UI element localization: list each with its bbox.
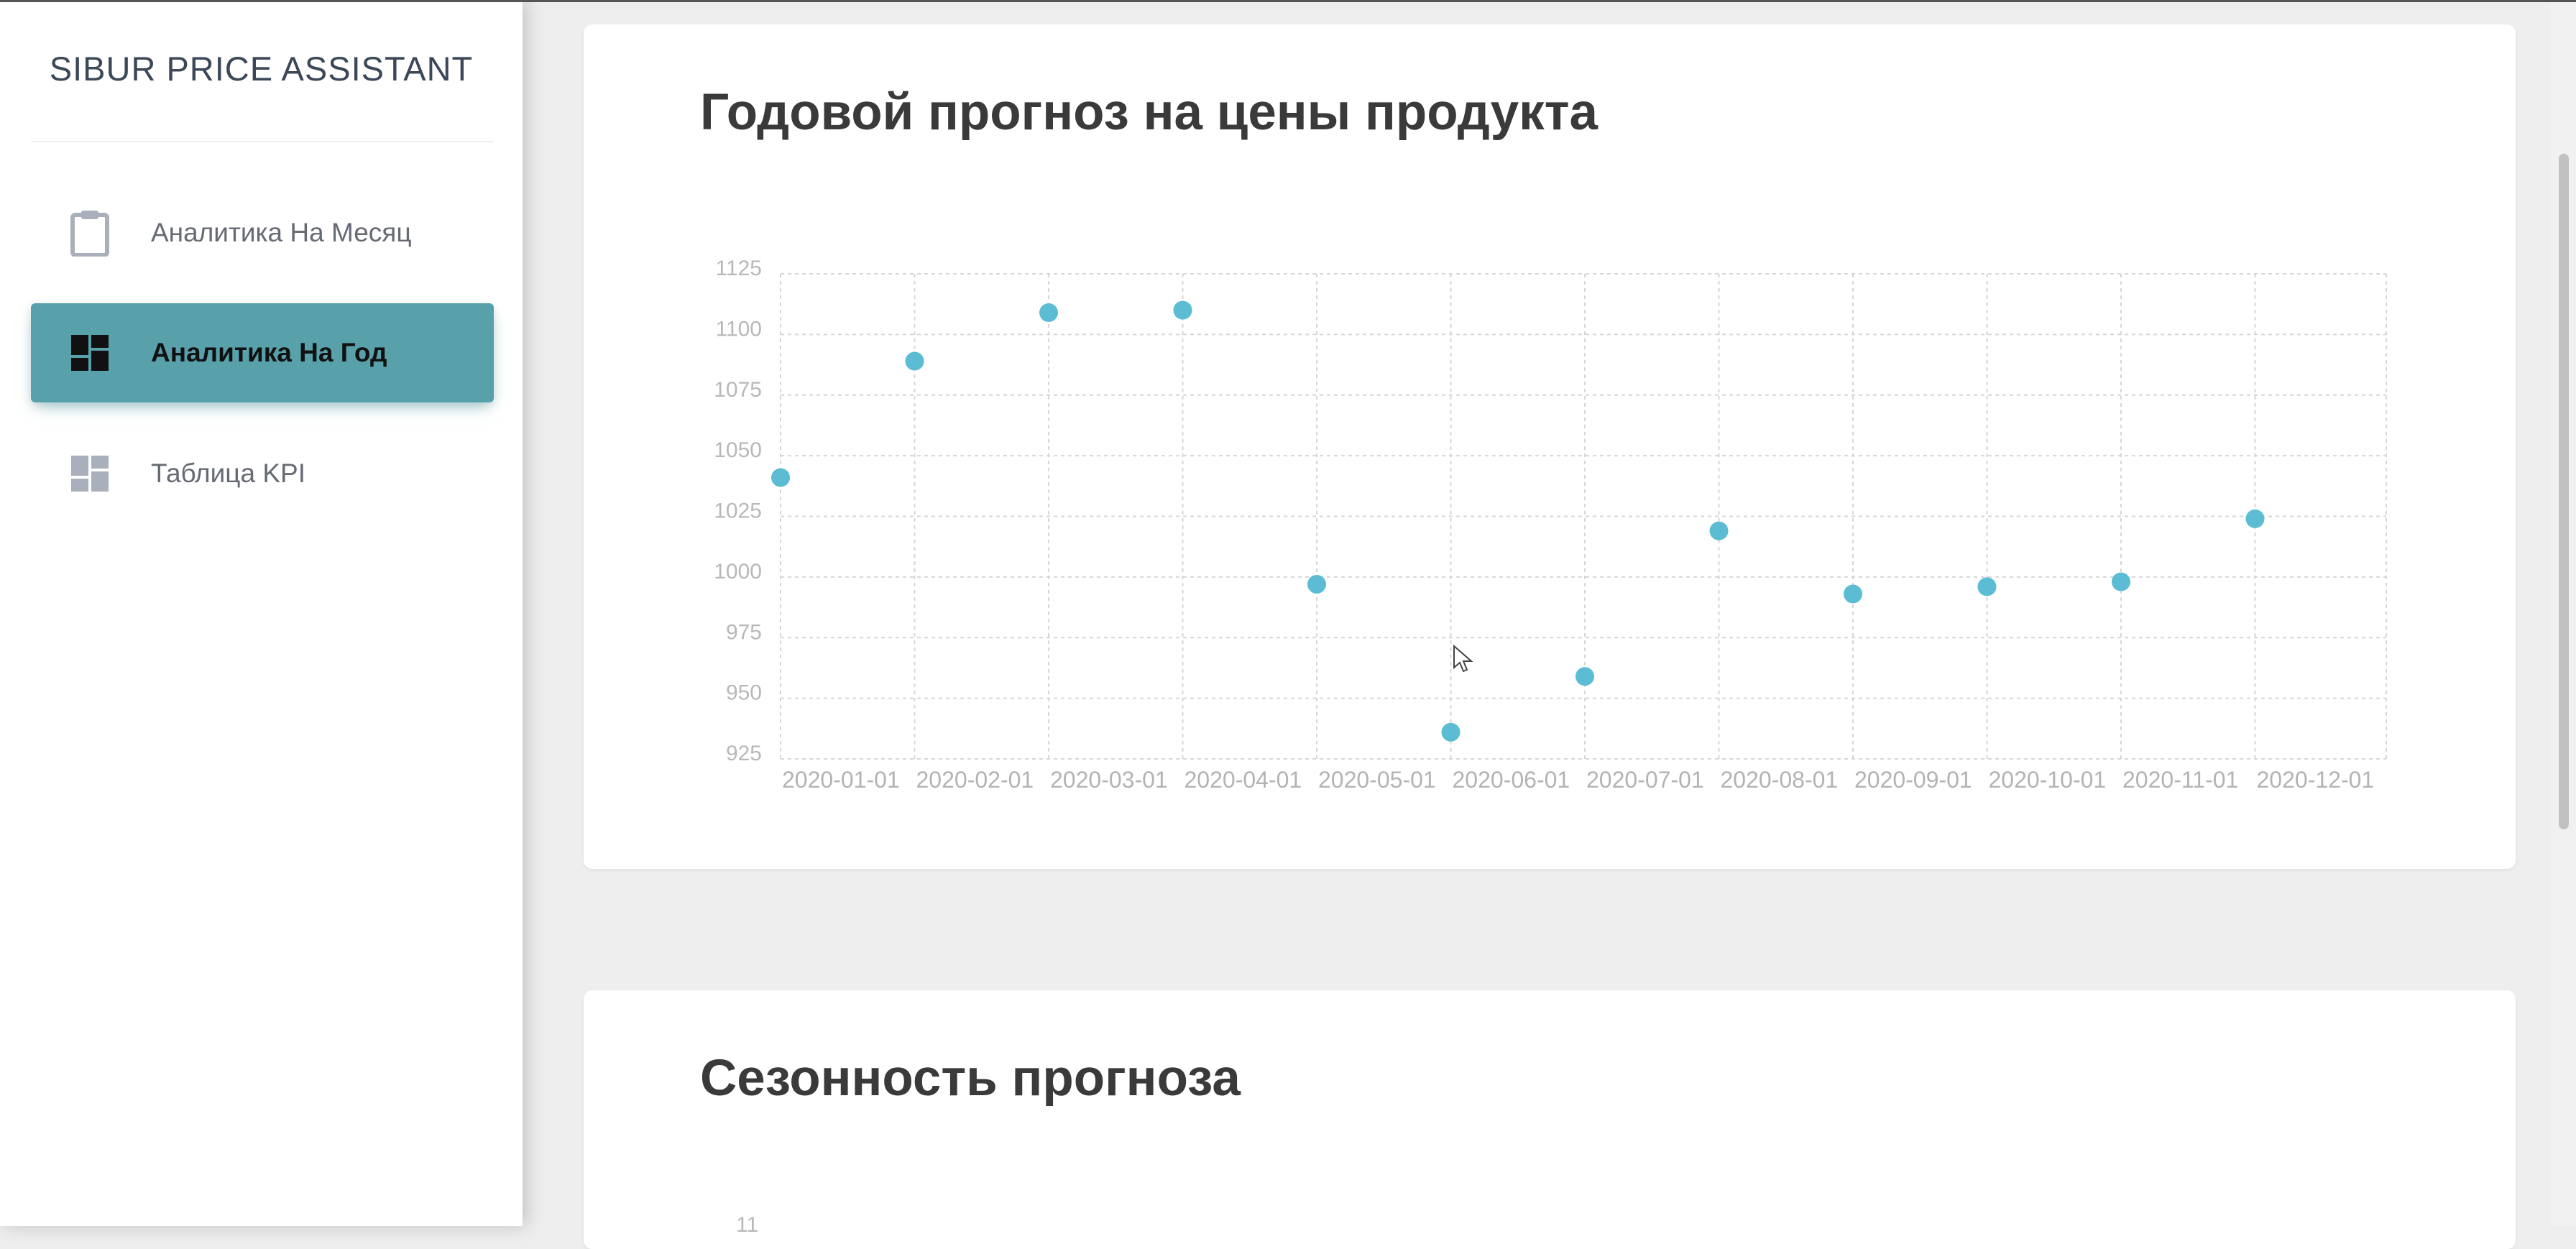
x-tick-label: 2020-03-01	[1050, 767, 1168, 793]
y-tick-label: 1125	[715, 257, 762, 280]
data-point	[1039, 303, 1058, 322]
sidebar: SIBUR PRICE ASSISTANT Аналитика На Месяц…	[0, 0, 523, 1226]
data-point	[1709, 521, 1729, 540]
card-title: Годовой прогноз на цены продукта	[700, 84, 1598, 141]
sidebar-item-label: Аналитика На Месяц	[151, 218, 412, 247]
window-top-border	[0, 0, 2576, 2]
y-tick-label: 1075	[714, 378, 762, 402]
x-tick-label: 2020-09-01	[1854, 767, 1972, 793]
x-tick-label: 2020-11-01	[2122, 767, 2238, 793]
y-tick-label: 1000	[714, 560, 762, 584]
x-tick-label: 2020-08-01	[1721, 767, 1839, 793]
yearly-forecast-chart: 925 950 975 1000 1025 1050 1075 1100 1125 2020-01…	[714, 257, 2387, 793]
card-title: Сезонность прогноза	[700, 1050, 1241, 1107]
seasonality-card: Сезонность прогноза 11	[584, 990, 2516, 1249]
dashboard-icon	[71, 335, 109, 371]
dashboard-icon	[71, 456, 109, 492]
yearly-forecast-card: Годовой прогноз на цены продукта 925 950 9…	[584, 24, 2516, 869]
sidebar-item-kpi-table[interactable]: Таблица KPI	[31, 424, 494, 523]
x-tick-label: 2020-04-01	[1184, 767, 1302, 793]
mouse-cursor-icon	[1453, 645, 1473, 673]
x-tick-label: 2020-12-01	[2257, 767, 2375, 793]
sidebar-item-month-analytics[interactable]: Аналитика На Месяц	[31, 183, 494, 282]
sidebar-item-label: Аналитика На Год	[151, 338, 387, 367]
sidebar-item-year-analytics[interactable]: Аналитика На Год	[31, 303, 494, 402]
x-tick-label: 2020-07-01	[1586, 767, 1704, 793]
sidebar-item-label: Таблица KPI	[151, 458, 305, 488]
y-tick-label: 11	[736, 1213, 759, 1237]
scrollbar-thumb[interactable]	[2559, 154, 2569, 829]
data-point	[1441, 722, 1460, 742]
data-point	[1977, 577, 1997, 596]
data-point	[905, 351, 924, 371]
x-tick-label: 2020-06-01	[1453, 767, 1570, 793]
data-point	[771, 468, 790, 487]
x-tick-label: 2020-01-01	[782, 767, 900, 793]
divider	[31, 141, 494, 142]
x-tick-label: 2020-05-01	[1318, 767, 1436, 793]
brand-title: SIBUR PRICE ASSISTANT	[49, 50, 474, 88]
clipboard-icon	[70, 211, 109, 257]
data-point	[1844, 584, 1862, 604]
y-tick-label: 925	[726, 742, 762, 765]
x-tick-label: 2020-02-01	[916, 767, 1034, 793]
data-point	[1307, 575, 1326, 594]
y-tick-label: 1050	[714, 438, 762, 462]
x-tick-label: 2020-10-01	[1989, 767, 2107, 793]
data-point	[2245, 509, 2265, 528]
y-tick-label: 1025	[714, 499, 762, 523]
data-point	[2112, 572, 2130, 591]
y-tick-label: 975	[726, 620, 762, 644]
data-point	[1173, 300, 1192, 320]
data-point	[1576, 667, 1594, 686]
y-tick-label: 1100	[715, 317, 762, 341]
y-tick-label: 950	[726, 681, 762, 705]
